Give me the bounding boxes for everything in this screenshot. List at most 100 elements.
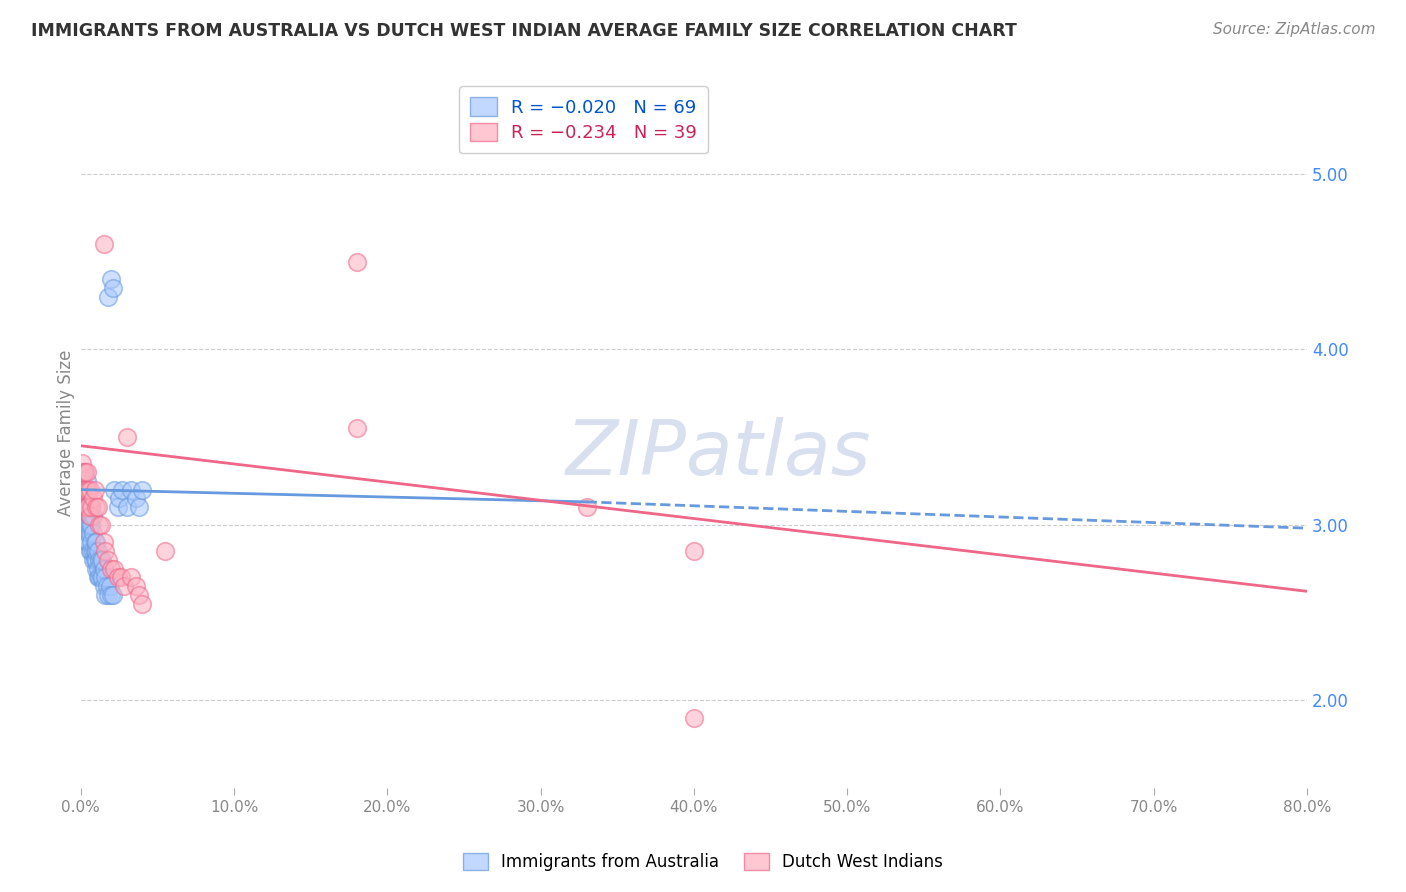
Point [79, 508, 101, 523]
Point [107, 570, 129, 584]
Point [83, 535, 105, 549]
Point [575, 500, 598, 515]
Point [120, 570, 142, 584]
Point [120, 483, 142, 497]
Point [76, 465, 98, 479]
Point [86, 570, 108, 584]
Point [125, 491, 148, 506]
Point [101, 281, 124, 295]
Point [103, 561, 125, 575]
Point [72, 483, 94, 497]
Legend: R = −0.020   N = 69, R = −0.234   N = 39: R = −0.020 N = 69, R = −0.234 N = 39 [458, 87, 709, 153]
Point [82, 553, 104, 567]
Point [115, 430, 138, 444]
Point [96, 579, 118, 593]
Point [97, 588, 120, 602]
Point [75, 483, 97, 497]
Point [72, 517, 94, 532]
Point [100, 272, 122, 286]
Point [80, 500, 103, 515]
Point [73, 500, 96, 515]
Point [72, 483, 94, 497]
Point [84, 561, 107, 575]
Point [84, 500, 107, 515]
Point [80, 500, 103, 515]
Point [94, 570, 117, 584]
Point [94, 588, 117, 602]
Point [73, 465, 96, 479]
Point [91, 553, 114, 567]
Point [683, 710, 706, 724]
Point [94, 544, 117, 558]
Point [86, 561, 108, 575]
Point [83, 483, 105, 497]
Point [84, 553, 107, 567]
Point [83, 553, 105, 567]
Point [76, 474, 98, 488]
Point [103, 483, 125, 497]
Point [112, 579, 135, 593]
Point [80, 544, 103, 558]
Point [76, 535, 98, 549]
Point [98, 579, 121, 593]
Point [346, 254, 368, 268]
Point [76, 500, 98, 515]
Point [90, 553, 112, 567]
Point [89, 570, 111, 584]
Point [91, 570, 114, 584]
Point [93, 237, 115, 252]
Point [83, 544, 105, 558]
Point [93, 561, 115, 575]
Point [128, 588, 150, 602]
Point [75, 465, 97, 479]
Point [75, 517, 97, 532]
Point [73, 465, 96, 479]
Point [86, 500, 108, 515]
Point [79, 508, 101, 523]
Point [111, 483, 134, 497]
Legend: Immigrants from Australia, Dutch West Indians: Immigrants from Australia, Dutch West In… [454, 845, 952, 880]
Point [97, 290, 120, 304]
Point [93, 579, 115, 593]
Point [72, 500, 94, 515]
Point [115, 500, 138, 515]
Point [100, 588, 122, 602]
Point [80, 517, 103, 532]
Point [86, 544, 108, 558]
Point [89, 517, 111, 532]
Point [75, 500, 97, 515]
Point [80, 535, 103, 549]
Y-axis label: Average Family Size: Average Family Size [58, 350, 75, 516]
Text: Source: ZipAtlas.com: Source: ZipAtlas.com [1212, 22, 1375, 37]
Point [75, 491, 97, 506]
Point [90, 570, 112, 584]
Point [79, 544, 101, 558]
Point [76, 483, 98, 497]
Point [76, 500, 98, 515]
Text: IMMIGRANTS FROM AUSTRALIA VS DUTCH WEST INDIAN AVERAGE FAMILY SIZE CORRELATION C: IMMIGRANTS FROM AUSTRALIA VS DUTCH WEST … [31, 22, 1017, 40]
Point [93, 535, 115, 549]
Point [77, 500, 100, 515]
Point [73, 483, 96, 497]
Point [82, 526, 104, 541]
Point [82, 491, 104, 506]
Point [101, 588, 124, 602]
Point [75, 500, 97, 515]
Point [72, 465, 94, 479]
Point [100, 561, 122, 575]
Point [79, 517, 101, 532]
Point [73, 517, 96, 532]
Point [107, 500, 129, 515]
Point [97, 553, 120, 567]
Point [82, 508, 104, 523]
Text: ZIPatlas: ZIPatlas [565, 417, 872, 491]
Point [82, 544, 104, 558]
Point [84, 544, 107, 558]
Point [77, 526, 100, 541]
Point [77, 500, 100, 515]
Point [73, 500, 96, 515]
Point [108, 491, 131, 506]
Point [346, 421, 368, 435]
Point [153, 544, 176, 558]
Point [110, 570, 132, 584]
